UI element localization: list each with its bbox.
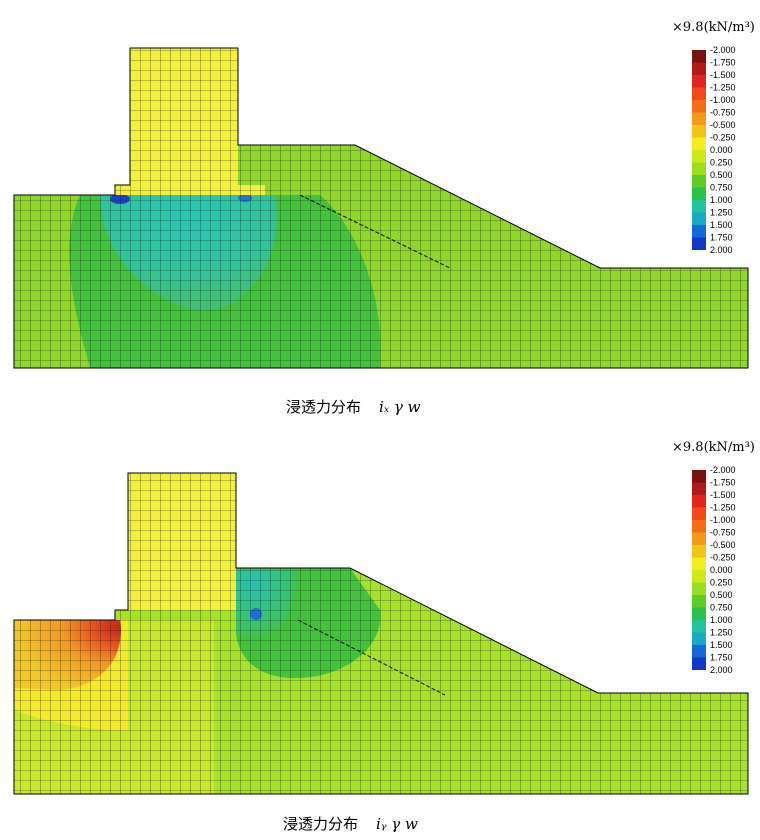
caption-text: 浸透力分布	[286, 398, 362, 416]
legend-swatch	[692, 632, 706, 645]
legend-unit-label: ×9.8(kN/m³)	[672, 20, 755, 35]
legend-tick-label: 2.000	[710, 665, 733, 675]
legend-swatch	[692, 582, 706, 595]
domain-outline	[13, 47, 749, 369]
legend-tick-label: 1.500	[710, 640, 733, 650]
legend-swatch	[692, 62, 706, 75]
legend-swatch	[692, 237, 706, 250]
color-legend: -2.000 -1.750 -1.500 -1.250 -1.000 -0.750 -0.5…	[692, 465, 736, 675]
seepage-panel-iy: -2.000 -1.750 -1.500 -1.250 -1.000 -0.750 -0.5…	[0, 420, 760, 840]
domain-outline	[13, 472, 749, 795]
legend-tick-label: 1.250	[710, 628, 733, 638]
legend-tick-label: -1.750	[710, 478, 736, 488]
legend-swatch	[692, 162, 706, 175]
contour-plot-iy: -2.000 -1.750 -1.500 -1.250 -1.000 -0.750 -0.5…	[13, 465, 749, 795]
legend-unit-label: ×9.8(kN/m³)	[672, 440, 755, 455]
legend-tick-label: 1.500	[710, 220, 733, 230]
legend-swatch	[692, 482, 706, 495]
legend-swatch	[692, 100, 706, 113]
legend-tick-label: 1.250	[710, 208, 733, 218]
legend-tick-label: 0.250	[710, 578, 733, 588]
legend-swatch	[692, 507, 706, 520]
legend-swatch	[692, 495, 706, 508]
slip-line	[299, 194, 451, 269]
legend-swatch	[692, 50, 706, 63]
contour-plot-ix: -2.000 -1.750 -1.500 -1.250 -1.000 -0.750 -0.5…	[13, 45, 749, 369]
legend-swatch	[692, 520, 706, 533]
legend-tick-label: -0.500	[710, 120, 736, 130]
legend-swatch	[692, 150, 706, 163]
legend-swatch	[692, 545, 706, 558]
legend-tick-label: 1.000	[710, 195, 733, 205]
caption-symbol: iᵧ γ w	[376, 815, 418, 833]
legend-swatch	[692, 87, 706, 100]
legend-tick-label: -0.250	[710, 133, 736, 143]
mesh-grid	[14, 473, 748, 794]
legend-swatch	[692, 607, 706, 620]
legend-tick-label: 0.250	[710, 158, 733, 168]
caption-iy: 浸透力分布 iᵧ γ w	[283, 813, 418, 834]
legend-tick-label: -0.500	[710, 540, 736, 550]
legend-tick-label: -1.500	[710, 70, 736, 80]
legend-swatch	[692, 645, 706, 658]
caption-symbol: iₓ γ w	[379, 398, 421, 416]
legend-tick-label: 1.750	[710, 233, 733, 243]
legend-swatch	[692, 620, 706, 633]
legend-tick-label: -0.250	[710, 553, 736, 563]
legend-swatch	[692, 212, 706, 225]
legend-swatch	[692, 75, 706, 88]
mesh-grid	[14, 48, 748, 368]
legend-swatch	[692, 187, 706, 200]
legend-swatch	[692, 225, 706, 238]
legend-tick-label: -1.250	[710, 83, 736, 93]
legend-tick-label: -1.500	[710, 490, 736, 500]
legend-swatch	[692, 175, 706, 188]
legend-swatch	[692, 595, 706, 608]
legend-tick-label: 0.500	[710, 170, 733, 180]
legend-tick-label: 0.750	[710, 603, 733, 613]
legend-tick-label: -2.000	[710, 45, 736, 55]
legend-tick-label: -0.750	[710, 528, 736, 538]
legend-tick-label: -1.250	[710, 503, 736, 513]
legend-tick-label: 1.000	[710, 615, 733, 625]
caption-ix: 浸透力分布 iₓ γ w	[286, 396, 420, 417]
legend-swatch	[692, 200, 706, 213]
legend-swatch	[692, 557, 706, 570]
legend-swatch	[692, 570, 706, 583]
legend-tick-label: -1.000	[710, 95, 736, 105]
legend-tick-label: 2.000	[710, 245, 733, 255]
seepage-panel-ix: -2.000 -1.750 -1.500 -1.250 -1.000 -0.750 -0.5…	[13, 20, 755, 417]
legend-tick-label: -1.000	[710, 515, 736, 525]
legend-swatch	[692, 125, 706, 138]
legend-tick-label: 0.000	[710, 145, 733, 155]
legend-swatch	[692, 657, 706, 670]
legend-swatch	[692, 470, 706, 483]
slip-line	[297, 619, 446, 696]
legend-tick-label: 0.750	[710, 183, 733, 193]
caption-text: 浸透力分布	[283, 815, 359, 833]
legend-swatch	[692, 112, 706, 125]
color-legend: -2.000 -1.750 -1.500 -1.250 -1.000 -0.750 -0.5…	[692, 45, 736, 255]
legend-tick-label: -0.750	[710, 108, 736, 118]
legend-tick-label: -1.750	[710, 58, 736, 68]
legend-tick-label: 0.000	[710, 565, 733, 575]
legend-tick-label: 0.500	[710, 590, 733, 600]
legend-swatch	[692, 137, 706, 150]
legend-tick-label: 1.750	[710, 653, 733, 663]
legend-tick-label: -2.000	[710, 465, 736, 475]
legend-swatch	[692, 532, 706, 545]
